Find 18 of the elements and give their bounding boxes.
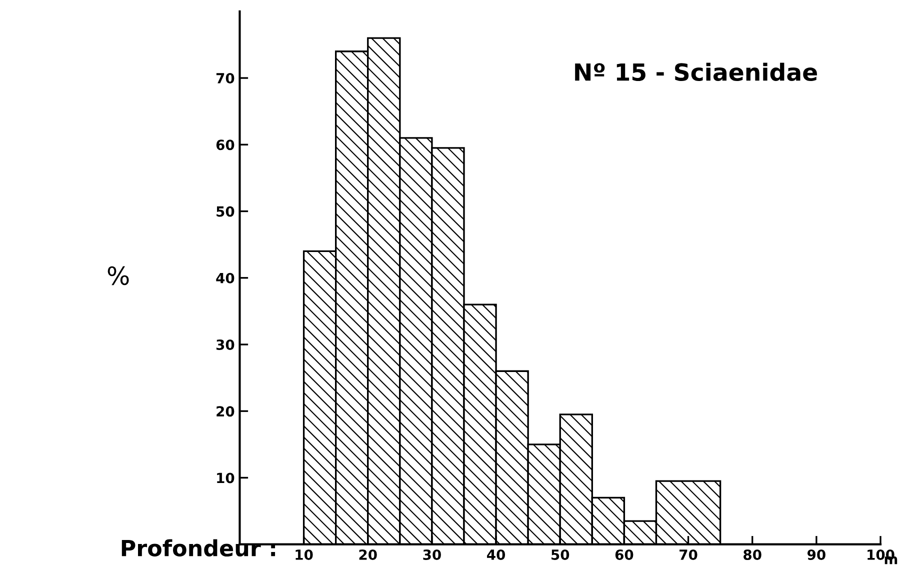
x-tick-label: 80: [744, 549, 762, 560]
y-tick-label: 20: [216, 406, 234, 417]
x-tick-label: 30: [423, 549, 441, 560]
x-tick-label: 60: [615, 549, 634, 560]
y-tick-label: 30: [216, 339, 234, 350]
x-tick-label: 90: [807, 549, 826, 560]
y-axis-title: %: [108, 266, 129, 286]
x-tick-label: 70: [680, 549, 698, 560]
y-tick-label: 40: [216, 272, 234, 284]
x-tick-label: 40: [486, 549, 506, 560]
x-tick-label: 50: [552, 549, 570, 560]
x-tick-label: 10: [296, 549, 313, 560]
y-tick-label: 70: [216, 72, 234, 84]
y-tick-label: 60: [216, 140, 234, 150]
y-tick-label: 50: [216, 206, 234, 217]
text: Nº 15 - Sciaenidae: [575, 62, 817, 82]
y-tick-label: 10: [217, 472, 234, 484]
x-tick-label: 20: [359, 549, 377, 560]
